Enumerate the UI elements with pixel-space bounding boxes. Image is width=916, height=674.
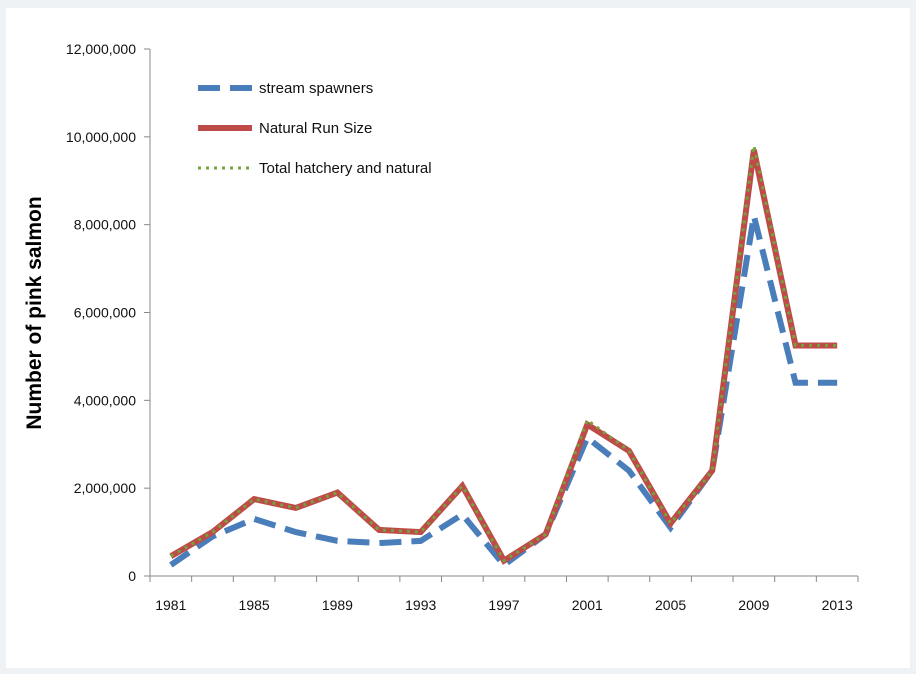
x-tick-label: 2013: [822, 597, 853, 613]
series-line-natural-run-size: [169, 149, 838, 565]
series-layer: [169, 145, 838, 570]
y-tick-label: 8,000,000: [74, 217, 136, 233]
legend-label-natural-run-size: Natural Run Size: [259, 120, 372, 137]
y-tick-label: 6,000,000: [74, 305, 136, 321]
y-tick-label: 12,000,000: [66, 41, 136, 57]
x-tick-label: 1981: [155, 597, 186, 613]
x-tick-label: 1989: [322, 597, 353, 613]
y-tick-label: 0: [128, 568, 136, 584]
series-line-total-hatchery-and-natural: [170, 145, 838, 563]
chart-card: [6, 8, 910, 668]
x-tick-label: 1993: [405, 597, 436, 613]
x-ticks: 1981 1985 1989 1993 1997 2001 2005 2009 2013: [149, 576, 859, 613]
y-tick-label: 10,000,000: [66, 129, 136, 145]
y-axis-title: Number of pink salmon: [23, 196, 46, 429]
x-tick-label: 2001: [572, 597, 603, 613]
y-ticks: 0 2,000,000 4,000,000 6,000,000 8,000,000 10,…: [66, 41, 150, 584]
x-tick-label: 2005: [655, 597, 686, 613]
y-tick-label: 2,000,000: [74, 480, 136, 496]
legend-label-stream-spawners: stream spawners: [259, 80, 373, 97]
legend-label-total-hatchery-and-natural: Total hatchery and natural: [259, 160, 432, 177]
y-tick-label: 4,000,000: [74, 392, 136, 408]
legend: stream spawners Natural Run Size Total hat…: [198, 80, 432, 177]
x-tick-label: 2009: [738, 597, 769, 613]
x-tick-label: 1997: [488, 597, 519, 613]
x-tick-label: 1985: [239, 597, 270, 613]
